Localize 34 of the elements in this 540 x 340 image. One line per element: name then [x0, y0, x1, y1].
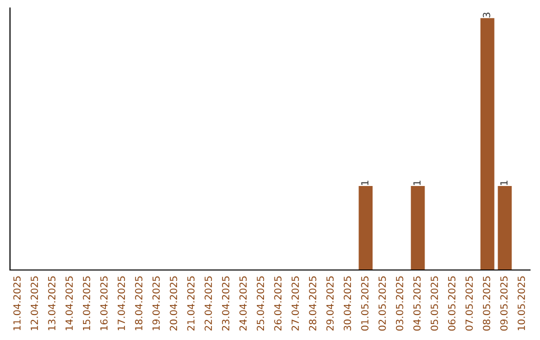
data-label: 1: [361, 180, 368, 185]
x-tick-label: 11.04.2025: [13, 276, 21, 330]
x-tick-label: 02.05.2025: [378, 276, 386, 331]
x-tick-label: 20.04.2025: [170, 276, 178, 331]
x-tick-label: 25.04.2025: [256, 276, 264, 331]
x-tick-label: 10.05.2025: [518, 276, 525, 330]
x-tick-label: 12.04.2025: [30, 276, 38, 330]
x-tick-label: 05.05.2025: [430, 276, 438, 331]
x-tick-label: 23.04.2025: [222, 276, 230, 331]
x-tick-label: 17.04.2025: [118, 276, 125, 330]
x-tick-label: 22.04.2025: [204, 276, 212, 331]
x-tick-label: 26.04.2025: [274, 276, 282, 331]
x-tick-label: 21.04.2025: [187, 276, 195, 331]
data-label: 3: [482, 12, 490, 18]
x-tick-label: 28.04.2025: [308, 276, 316, 331]
x-tick-label: 16.04.2025: [100, 276, 108, 330]
data-label: 1: [500, 180, 508, 185]
x-tick-label: 03.05.2025: [396, 276, 404, 331]
x-tick-label: 15.04.2025: [82, 276, 90, 330]
x-tick-label: 27.04.2025: [292, 276, 299, 331]
x-tick-label: 29.04.2025: [326, 276, 334, 331]
x-tick-label: 14.04.2025: [65, 276, 73, 330]
x-tick-label: 24.04.2025: [239, 276, 247, 331]
x-tick-label: 06.05.2025: [448, 276, 456, 331]
x-tick-label: 08.05.2025: [482, 276, 490, 331]
x-tick-label: 19.04.2025: [152, 276, 160, 330]
x-tick-label: 01.05.2025: [361, 276, 368, 331]
x-tick-label: 13.04.2025: [48, 276, 56, 330]
x-tick-label: 30.04.2025: [344, 276, 352, 330]
x-tick-label: 04.05.2025: [413, 276, 421, 331]
x-tick-label: 18.04.2025: [135, 276, 142, 330]
x-tick-label: 09.05.2025: [500, 276, 508, 331]
data-label: 1: [413, 180, 421, 185]
x-tick-label: 07.05.2025: [465, 276, 473, 331]
